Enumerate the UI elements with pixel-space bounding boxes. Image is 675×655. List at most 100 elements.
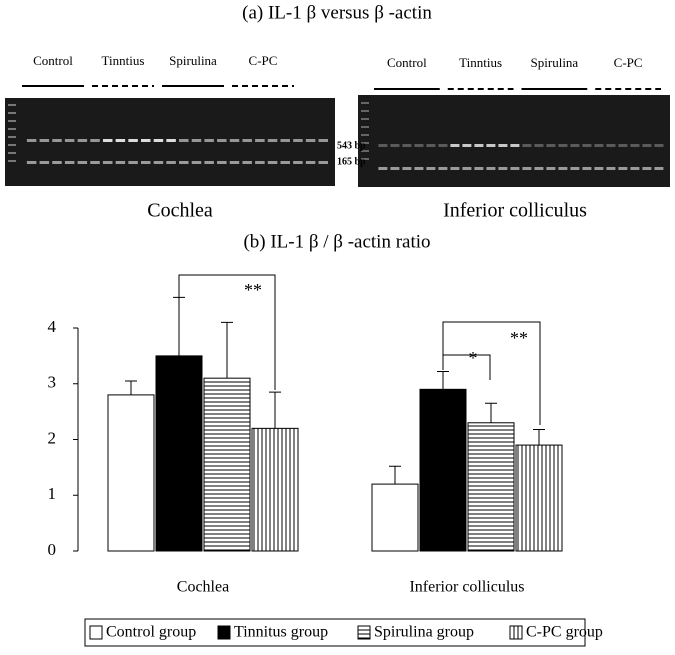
gel-band [293, 161, 303, 164]
gel-band [64, 139, 75, 142]
gel-band [522, 144, 532, 147]
gel-group-label: Control [33, 53, 73, 68]
gel-group-label: Tinntius [459, 55, 502, 70]
gel-group-label: Spirulina [531, 55, 579, 70]
ladder-band [361, 102, 369, 104]
gel-band [390, 144, 400, 147]
gel-band [426, 144, 436, 147]
gel-band [546, 167, 556, 170]
bracket [442, 354, 491, 380]
gel-band [305, 161, 316, 164]
gel-group-label: Tinntius [102, 53, 145, 68]
gel-band [267, 139, 278, 142]
ladder-band [8, 152, 16, 154]
error-bar [173, 296, 185, 356]
gel-band [77, 161, 88, 164]
bar [155, 355, 203, 552]
gel-band [654, 167, 664, 170]
error-bar [221, 321, 233, 379]
bar [515, 444, 563, 552]
ladder-band [8, 160, 16, 162]
gel-band [558, 144, 568, 147]
ladder-band [361, 134, 369, 136]
gel-band [267, 161, 278, 164]
ladder-band [8, 120, 16, 122]
gel-band [102, 139, 113, 142]
gel-right [358, 95, 670, 187]
y-tick-label: 4 [48, 317, 57, 336]
gel-band [546, 144, 556, 147]
gel-band [115, 139, 126, 142]
gel-group-label: Spirulina [169, 53, 217, 68]
y-tick-label: 0 [48, 540, 57, 559]
gel-band [582, 144, 592, 147]
gel-band [390, 167, 400, 170]
legend-label: Spirulina group [374, 624, 474, 641]
legend-swatch [509, 625, 523, 640]
gel-band [26, 161, 37, 164]
gel-band [128, 161, 138, 164]
gel-band [570, 167, 580, 170]
gel-group-label: Control [387, 55, 427, 70]
legend-label: Tinnitus group [234, 624, 328, 641]
gel-band [102, 161, 113, 164]
legend-label: Control group [106, 624, 196, 641]
ladder-band [8, 136, 16, 138]
gel-band [438, 167, 448, 170]
ladder-band [8, 128, 16, 130]
ladder-band [8, 104, 16, 106]
gel-caption: Inferior colliculus [443, 200, 587, 222]
legend-label: C-PC group [526, 624, 603, 641]
bar [251, 427, 299, 552]
gel-band [558, 167, 568, 170]
legend-box [84, 618, 586, 647]
gel-band [486, 144, 496, 147]
gel-band [77, 139, 88, 142]
legend-swatch [217, 625, 231, 640]
gel-band [378, 167, 388, 170]
gel-group-label: C-PC [249, 53, 278, 68]
gel-band [510, 167, 520, 170]
gel-band [204, 161, 214, 164]
gel-band [318, 139, 329, 142]
gel-band [52, 161, 62, 164]
gel-band [242, 139, 252, 142]
ladder-band [361, 150, 369, 152]
gel-band [293, 139, 303, 142]
error-bar [389, 465, 401, 485]
gel-band [166, 161, 176, 164]
gel-band [26, 139, 37, 142]
gel-band [522, 167, 532, 170]
gel-band [618, 144, 628, 147]
gel-band [474, 144, 484, 147]
gel-band [498, 167, 508, 170]
gel-band [462, 167, 472, 170]
x-tick-label: Cochlea [177, 579, 229, 596]
gel-band [191, 139, 202, 142]
gel-band [140, 139, 151, 142]
bracket [442, 321, 541, 425]
gel-band [630, 167, 640, 170]
ladder-band [361, 126, 369, 128]
bar [467, 422, 515, 552]
gel-group-label: C-PC [614, 55, 643, 70]
gel-band [52, 139, 62, 142]
error-bar [533, 428, 545, 446]
gel-band [140, 161, 151, 164]
bar [371, 483, 419, 552]
gel-band [510, 144, 520, 147]
gel-band [486, 167, 496, 170]
gel-band [90, 139, 100, 142]
gel-band [217, 139, 227, 142]
error-bar [437, 370, 449, 390]
gels [5, 95, 670, 187]
gel-band [229, 139, 240, 142]
gel-band [582, 167, 592, 170]
legend-swatch [357, 625, 371, 640]
gel-band [402, 144, 412, 147]
gel-band [179, 139, 189, 142]
marker-label: 165 bp [337, 156, 366, 167]
gel-band [128, 139, 138, 142]
gel-band [630, 144, 640, 147]
